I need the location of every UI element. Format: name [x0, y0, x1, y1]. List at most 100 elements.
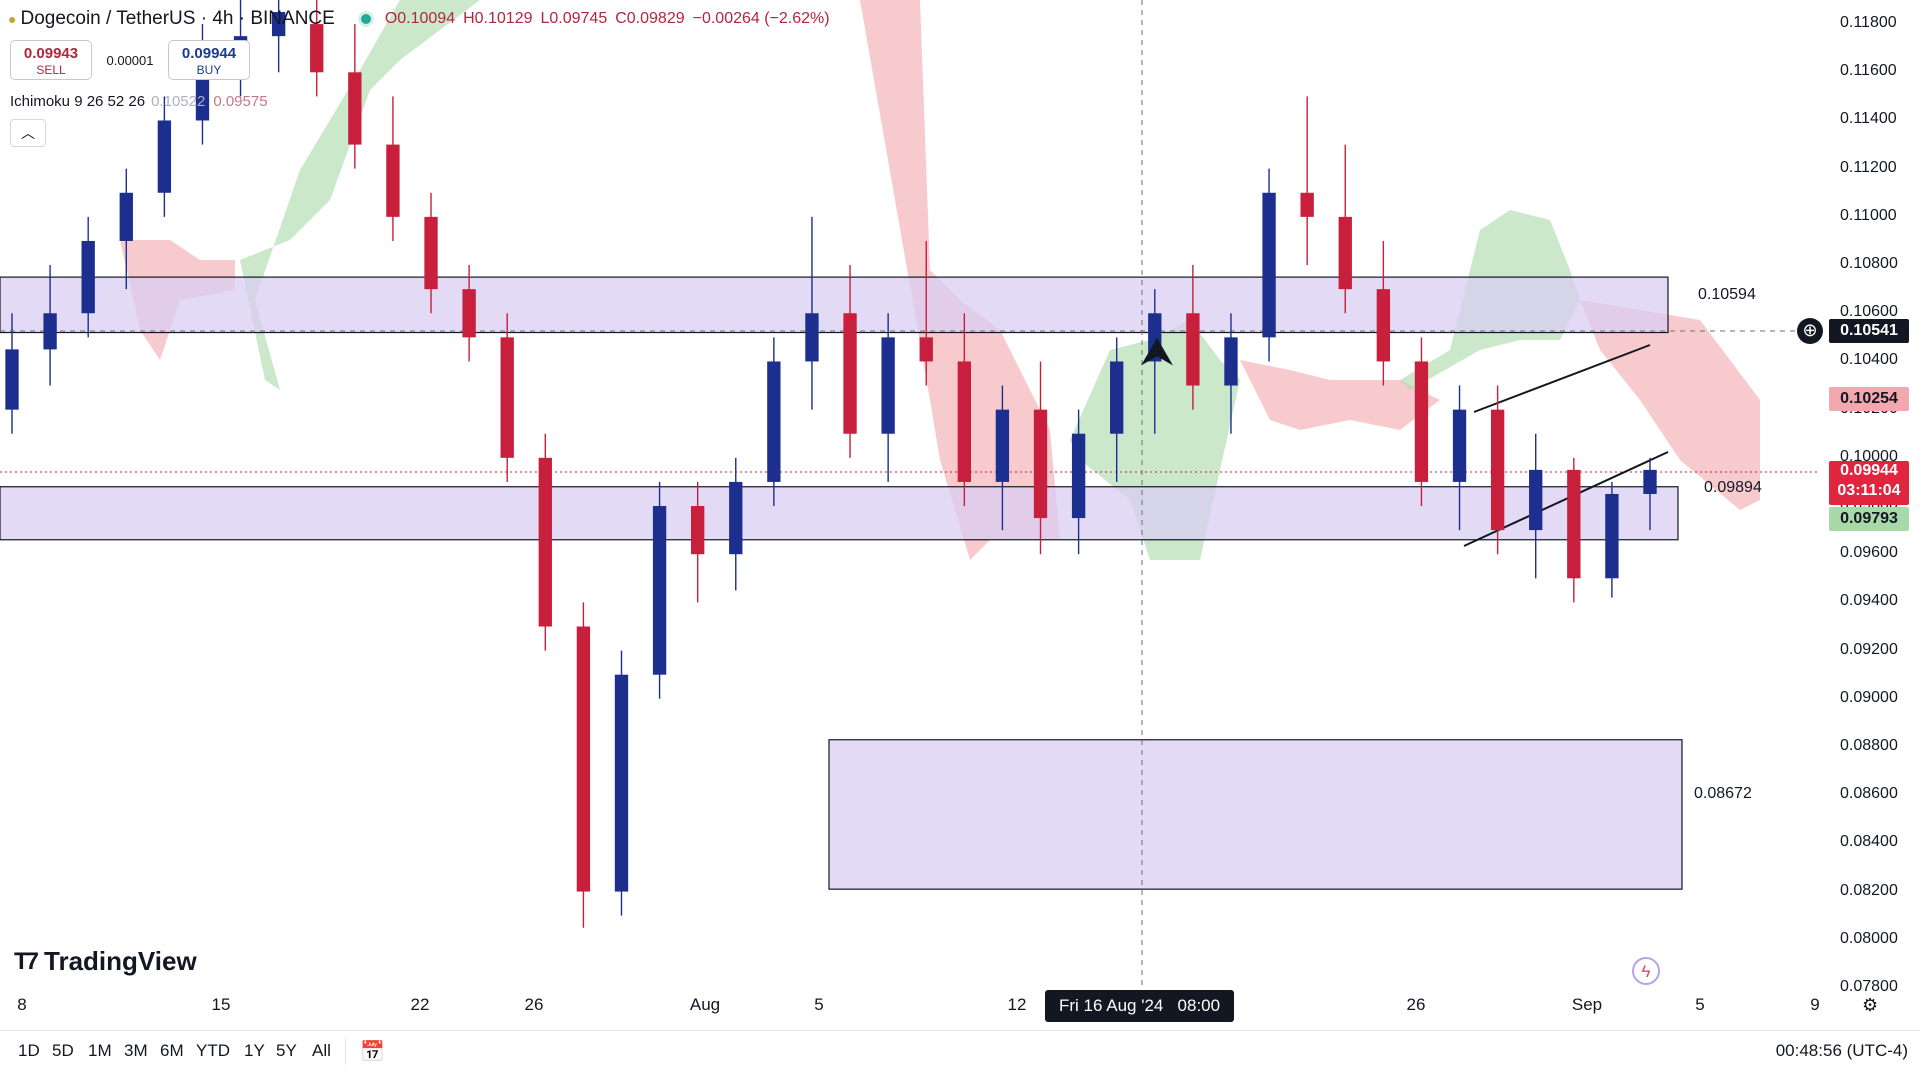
range-button-1m[interactable]: 1M: [88, 1041, 112, 1060]
symbol-title[interactable]: Dogecoin / TetherUS · 4h · BINANCE: [20, 8, 335, 29]
price-chart[interactable]: [0, 0, 1920, 1030]
brand-name: TradingView: [44, 946, 197, 976]
candle-body: [462, 289, 476, 338]
candle-body: [1110, 361, 1124, 434]
cloud-bear-segment: [1240, 360, 1440, 430]
candle-body: [881, 337, 895, 434]
price-zone: [0, 486, 1679, 541]
candle-body: [1033, 409, 1048, 519]
cloud-bear-segment: [860, 0, 1060, 560]
time-tick-label: Sep: [1571, 995, 1603, 1014]
indicator-legend[interactable]: Ichimoku 9 26 52 26 0.10522 0.09575: [10, 93, 268, 110]
crosshair-date-tag: Fri 16 Aug '24 08:00: [1045, 990, 1235, 1022]
range-button-1d[interactable]: 1D: [18, 1041, 40, 1060]
candle-body: [157, 120, 172, 193]
candle-body: [995, 409, 1010, 482]
flash-alert-icon[interactable]: ϟ: [1632, 957, 1660, 985]
range-button-3m[interactable]: 3M: [124, 1041, 148, 1060]
add-alert-icon[interactable]: ⊕: [1797, 318, 1823, 344]
range-button-all[interactable]: All: [312, 1041, 331, 1060]
market-open-icon: [360, 14, 371, 24]
candle-body: [652, 506, 667, 675]
price-tick-label: 0.10800: [1840, 255, 1898, 273]
price-axis[interactable]: 0.11800 0.11600 0.11400 0.11200 0.11000 0.108…: [1818, 0, 1920, 1010]
price-tick-label: 0.11000: [1840, 206, 1897, 224]
sell-button[interactable]: 0.09943 SELL: [10, 40, 92, 80]
tradingview-logo[interactable]: T7 TradingView: [14, 946, 197, 977]
range-button-5d[interactable]: 5D: [52, 1041, 74, 1060]
range-button-6m[interactable]: 6M: [160, 1041, 184, 1060]
candle-body: [1376, 289, 1391, 362]
sell-label: SELL: [36, 63, 66, 77]
spread-value: 0.00001: [106, 52, 154, 68]
price-tick-label: 0.11200: [1840, 158, 1897, 176]
price-tick-label: 0.09200: [1840, 640, 1898, 658]
trade-panel: 0.09943 SELL 0.00001 0.09944 BUY: [10, 40, 250, 80]
cloud-bear-segment: [1580, 300, 1760, 510]
timezone-clock[interactable]: 00:48:56 (UTC-4): [1775, 1041, 1908, 1060]
time-tick-label: Aug: [689, 995, 721, 1014]
time-tick-label: 5: [814, 995, 824, 1014]
candle-body: [1262, 192, 1276, 338]
candle-body: [5, 349, 19, 410]
settings-gear-icon[interactable]: ⚙: [1862, 995, 1879, 1015]
candle-body: [1148, 313, 1162, 362]
time-tick-label: 15: [211, 995, 231, 1014]
candle-body: [424, 216, 438, 290]
candle-body: [1643, 469, 1657, 494]
candle-body: [81, 240, 95, 314]
range-button-1y[interactable]: 1Y: [244, 1041, 265, 1060]
price-tick-label: 0.08600: [1840, 785, 1898, 803]
middle-zone-label: 0.09894: [1704, 479, 1762, 496]
buy-button[interactable]: 0.09944 BUY: [168, 40, 250, 80]
cloud-a-price-tag: 0.10254: [1829, 387, 1909, 411]
ohlc-low: L0.09745: [540, 10, 608, 27]
price-tick-label: 0.10400: [1840, 351, 1898, 369]
candle-body: [576, 626, 591, 892]
indicator-value-b: 0.09575: [213, 93, 268, 110]
candle-body: [805, 313, 819, 362]
range-button-ytd[interactable]: YTD: [196, 1041, 230, 1060]
price-tick-label: 0.09600: [1840, 544, 1898, 562]
price-zone: [828, 739, 1683, 890]
candle-body: [500, 337, 514, 458]
ohlc-change: −0.00264 (−2.62%): [692, 10, 830, 27]
tradingview-mark-icon: T7: [14, 947, 39, 975]
range-button-5y[interactable]: 5Y: [276, 1041, 297, 1060]
price-tick-label: 0.08000: [1840, 929, 1898, 947]
crosshair-date: Fri 16 Aug '24: [1059, 996, 1164, 1015]
mouse-cursor-icon: ⮝: [1140, 330, 1174, 374]
goto-date-calendar-icon[interactable]: 📅: [360, 1041, 385, 1063]
collapse-legend-button[interactable]: ︿: [10, 119, 46, 147]
price-tick-label: 0.11400: [1840, 110, 1897, 128]
price-tick-label: 0.09000: [1840, 688, 1898, 706]
price-tick-label: 0.08200: [1840, 881, 1898, 899]
last-price-value: 0.09944: [1840, 462, 1898, 479]
candle-body: [1224, 337, 1238, 386]
time-tick-label: 12: [1007, 995, 1027, 1014]
candle-body: [1338, 216, 1352, 290]
upper-zone-label: 0.10594: [1698, 286, 1756, 303]
candle-body: [691, 506, 705, 555]
candle-body: [767, 361, 781, 482]
candle-body: [919, 337, 933, 362]
indicator-value-a: 0.10522: [151, 93, 206, 110]
time-tick-label: 8: [17, 995, 27, 1014]
price-tick-label: 0.10600: [1840, 303, 1898, 321]
toolbar-divider: [345, 1037, 346, 1065]
price-zone: [0, 276, 1669, 334]
time-tick-label: 9: [1810, 995, 1820, 1014]
time-tick-label: 5: [1695, 995, 1705, 1014]
price-tick-label: 0.11600: [1840, 62, 1897, 80]
crosshair-lines: [0, 0, 1818, 985]
price-tick-label: 0.09400: [1840, 592, 1898, 610]
candle-body: [1300, 192, 1314, 217]
crosshair-price-tag: 0.10541: [1829, 319, 1909, 343]
candle-body: [1529, 469, 1543, 531]
ohlc-open: O0.10094: [384, 10, 456, 27]
price-tick-label: 0.08400: [1840, 833, 1898, 851]
candle-body: [348, 72, 362, 145]
buy-label: BUY: [196, 63, 222, 77]
candle-body: [43, 313, 57, 350]
candle-body: [1490, 409, 1505, 531]
